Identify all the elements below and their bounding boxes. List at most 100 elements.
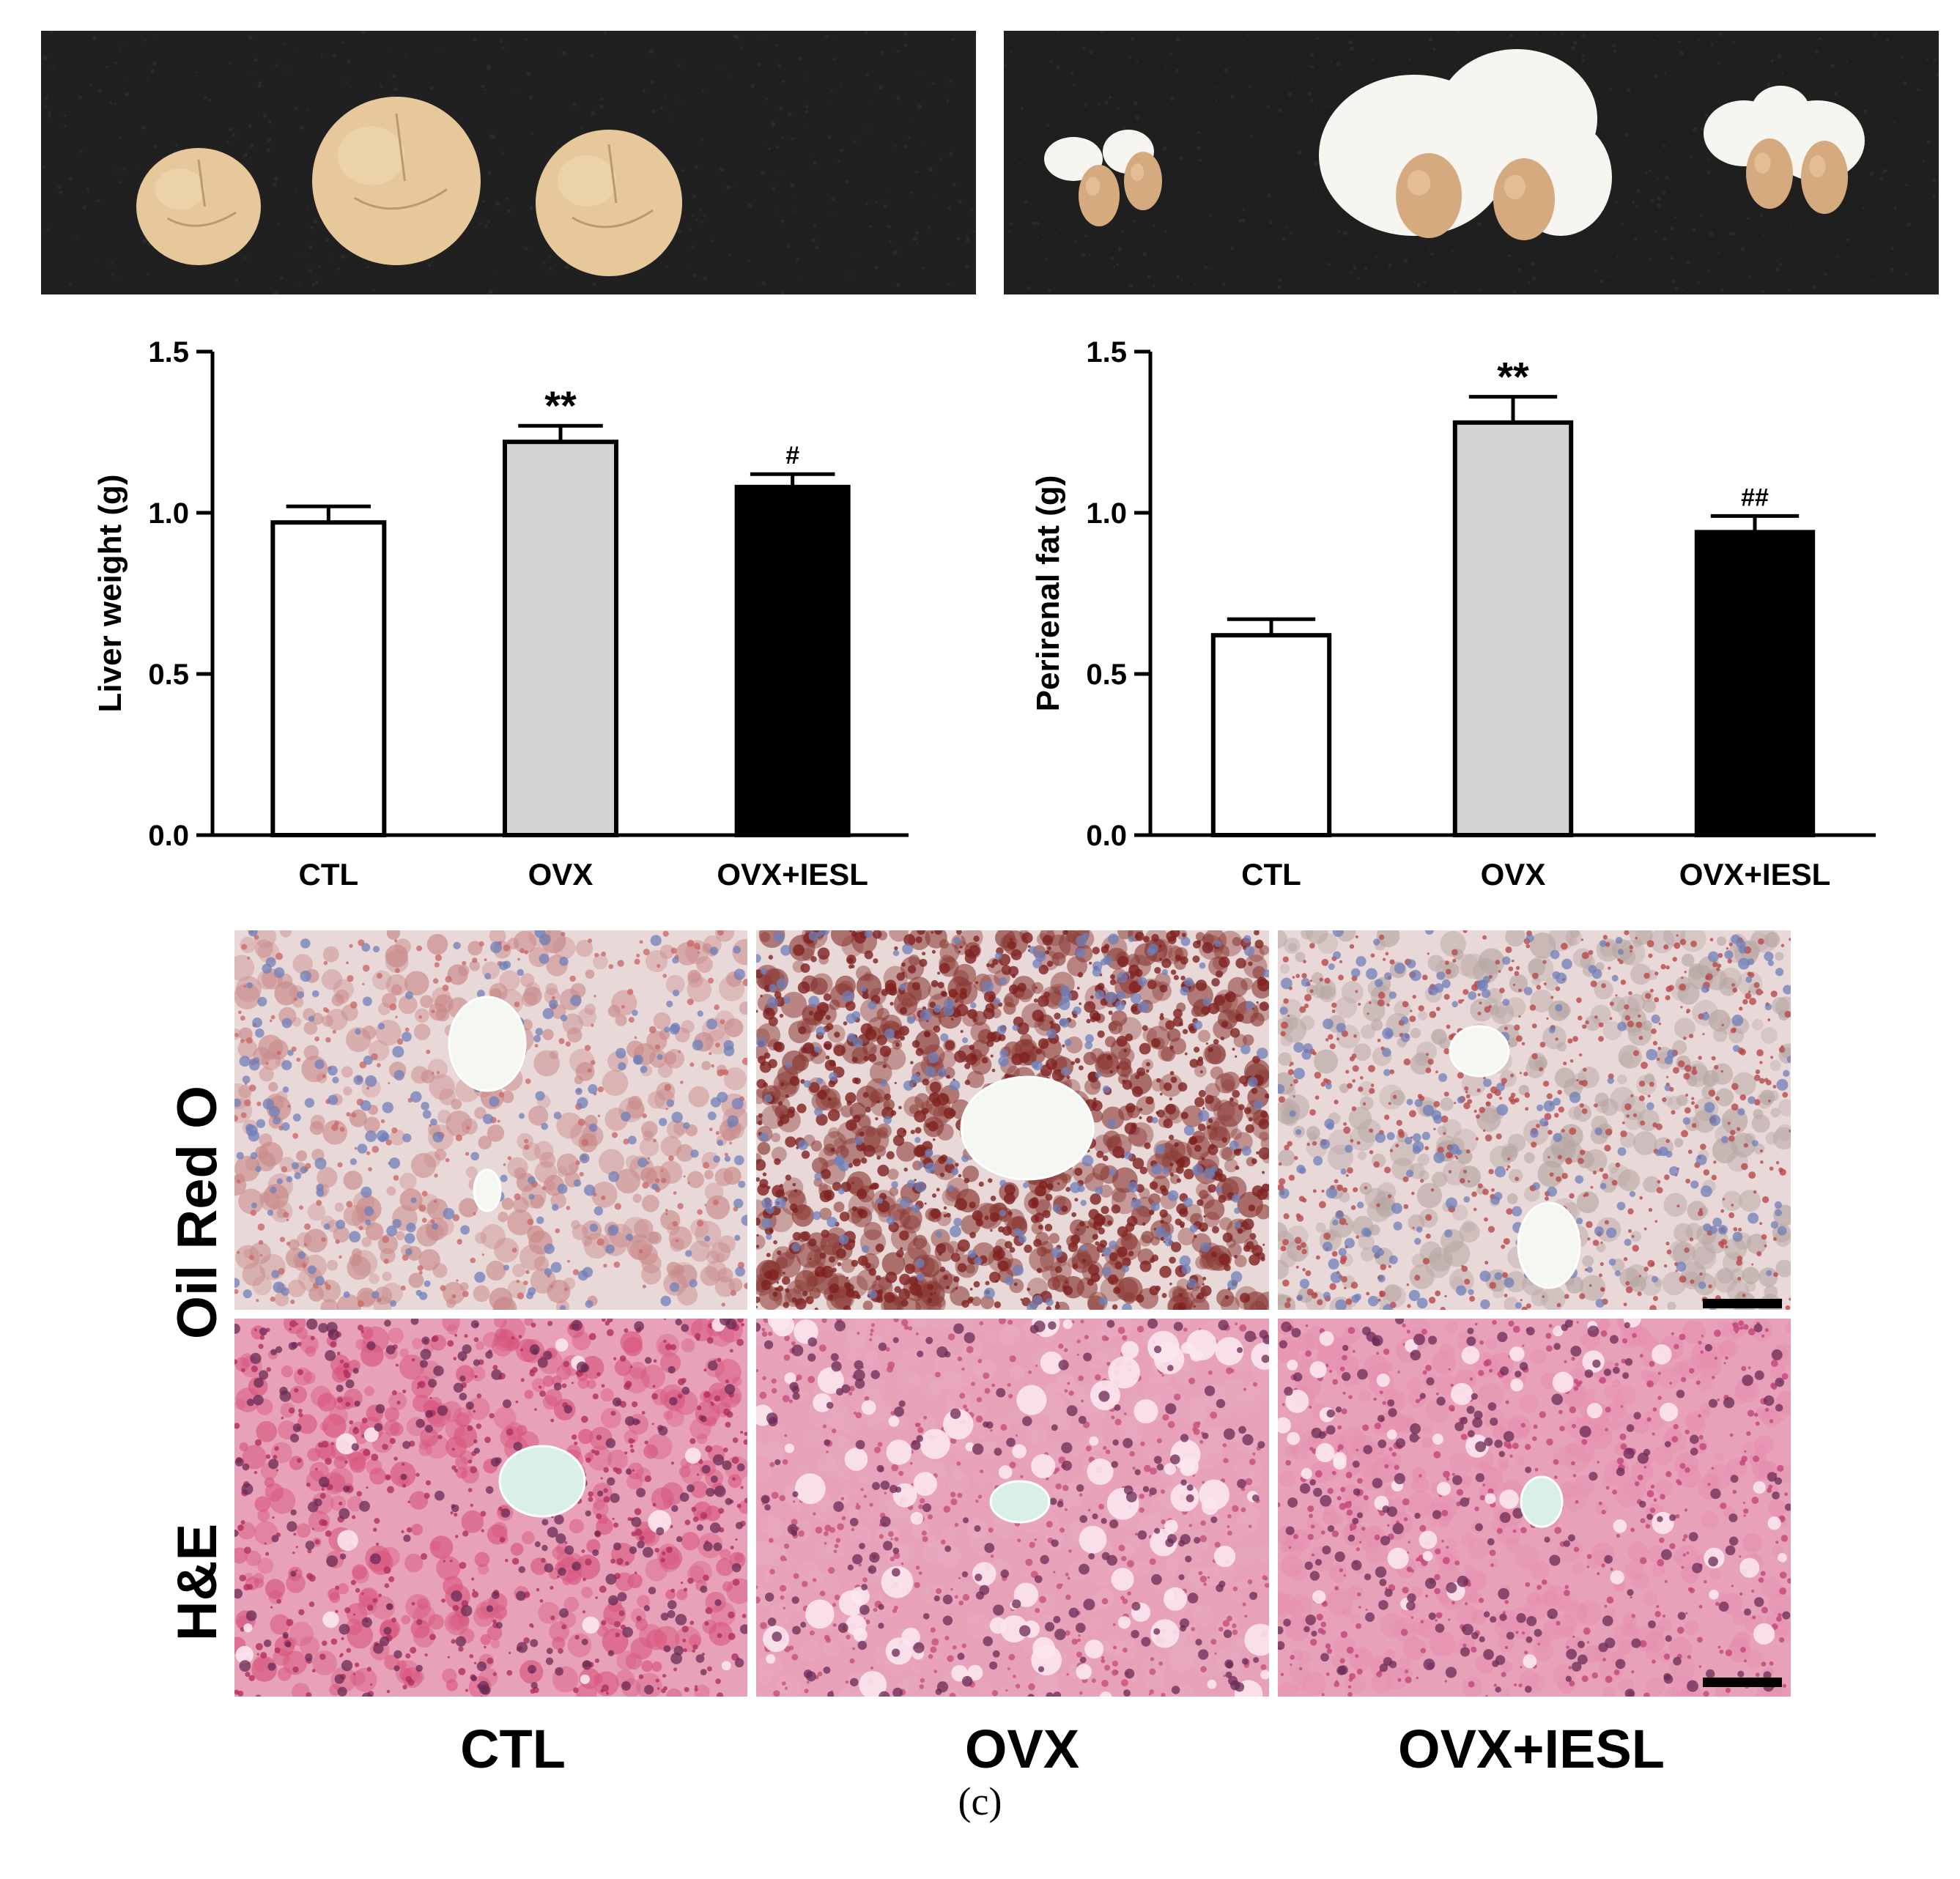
photo-texture — [896, 96, 901, 100]
photo-texture — [1315, 31, 1318, 34]
photo-texture — [1214, 86, 1217, 89]
photo-texture — [429, 86, 434, 91]
photo-texture — [1775, 267, 1780, 273]
photo-texture — [229, 127, 233, 132]
x-tick-label: CTL — [1241, 857, 1301, 892]
photo-texture — [1337, 230, 1341, 234]
photo-texture — [1451, 250, 1454, 253]
photo-texture — [273, 291, 278, 294]
photo-texture — [810, 153, 813, 155]
photo-texture — [1608, 275, 1611, 278]
photo-texture — [431, 261, 434, 263]
photo-texture — [1129, 56, 1132, 59]
photo-texture — [878, 85, 883, 90]
photo-texture — [484, 89, 487, 92]
photo-texture — [1645, 171, 1649, 175]
photo-texture — [501, 151, 504, 155]
bar — [503, 440, 618, 837]
photo-texture — [196, 71, 198, 74]
photo-texture — [1634, 237, 1638, 241]
photo-texture — [692, 215, 695, 218]
photo-texture — [1116, 263, 1119, 266]
photo-texture — [1123, 126, 1126, 130]
central-vein — [1449, 1025, 1510, 1078]
photo-texture — [1890, 268, 1895, 273]
photo-texture — [1692, 127, 1697, 132]
photo-texture — [1636, 188, 1641, 193]
photo-texture — [1507, 253, 1511, 258]
photo-texture — [1537, 278, 1540, 281]
photo-texture — [813, 160, 817, 165]
photo-texture — [778, 171, 780, 173]
photo-texture — [492, 271, 495, 273]
photo-texture — [120, 276, 123, 278]
photo-texture — [1926, 58, 1928, 61]
photo-texture — [642, 89, 646, 93]
photo-texture — [1664, 71, 1667, 74]
photo-texture — [720, 65, 722, 67]
photo-texture — [361, 31, 366, 35]
bar — [1452, 420, 1574, 838]
photo-texture — [1289, 231, 1293, 235]
photo-texture — [1164, 231, 1167, 234]
photo-texture — [341, 255, 345, 259]
photo-texture — [947, 282, 950, 286]
photo-texture — [965, 264, 969, 270]
photo-texture — [826, 102, 829, 105]
photo-texture — [949, 152, 953, 156]
histology-panel — [756, 930, 1269, 1310]
photo-texture — [473, 37, 477, 42]
photo-texture — [1610, 123, 1613, 125]
photo-texture — [1689, 53, 1691, 55]
photo-texture — [835, 34, 837, 36]
photo-texture — [1118, 245, 1122, 248]
photo-texture — [1147, 275, 1152, 279]
photo-texture — [868, 224, 872, 229]
photo-texture — [1454, 290, 1457, 293]
photo-texture — [840, 149, 844, 152]
photo-texture — [404, 55, 407, 58]
photo-texture — [702, 89, 705, 92]
photo-texture — [391, 94, 394, 97]
photo-texture — [564, 264, 569, 270]
photo-texture — [759, 37, 762, 40]
photo-texture — [805, 105, 809, 108]
photo-texture — [1230, 94, 1235, 99]
photo-texture — [1933, 59, 1937, 62]
perirenal-fat-photo-image — [1004, 31, 1939, 294]
photo-texture — [266, 148, 270, 152]
photo-texture — [1744, 176, 1747, 178]
photo-texture — [1305, 58, 1307, 60]
photo-texture — [651, 109, 656, 113]
photo-texture — [1046, 123, 1050, 127]
photo-texture — [1059, 228, 1062, 231]
photo-texture — [776, 145, 780, 149]
photo-texture — [1416, 283, 1421, 287]
photo-texture — [1180, 278, 1183, 281]
photo-texture — [604, 31, 607, 35]
photo-texture — [600, 97, 604, 101]
photo-texture — [1936, 73, 1939, 78]
photo-texture — [275, 64, 278, 68]
photo-texture — [1056, 65, 1060, 70]
photo-texture — [1708, 158, 1711, 161]
photo-texture — [1807, 34, 1809, 37]
photo-texture — [126, 78, 128, 80]
photo-texture — [1612, 43, 1616, 48]
photo-texture — [1121, 229, 1125, 233]
photo-texture — [837, 160, 840, 163]
photo-texture — [308, 245, 313, 250]
photo-texture — [1762, 289, 1765, 292]
photo-texture — [772, 187, 775, 190]
x-tick-label: OVX — [528, 857, 593, 892]
photo-texture — [1717, 62, 1720, 65]
photo-texture — [761, 281, 766, 286]
photo-texture — [580, 127, 583, 130]
liver-organ — [136, 148, 261, 265]
photo-texture — [1070, 71, 1074, 75]
photo-texture — [887, 190, 890, 193]
photo-texture — [1830, 64, 1835, 68]
photo-texture — [1314, 190, 1317, 193]
photo-texture — [931, 82, 935, 86]
photo-texture — [329, 256, 332, 259]
